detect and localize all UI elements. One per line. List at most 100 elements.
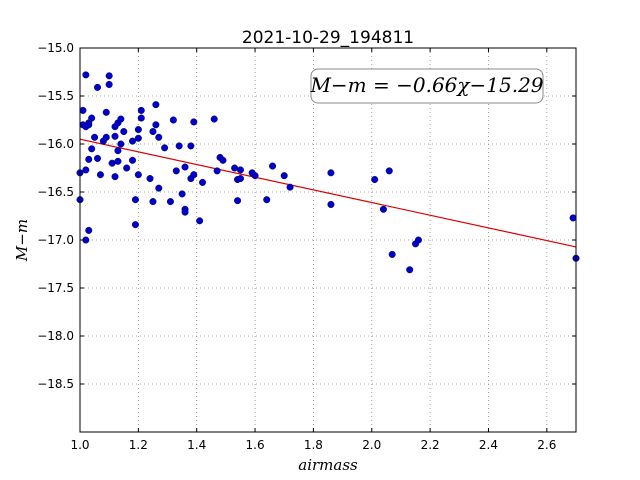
y-tick-label: −17.5 xyxy=(37,281,74,295)
x-tick-label: 1.8 xyxy=(304,438,323,452)
data-point xyxy=(155,184,163,192)
data-point xyxy=(175,142,183,150)
data-point xyxy=(234,197,242,205)
x-tick-label: 2.4 xyxy=(479,438,498,452)
data-point xyxy=(569,214,577,222)
data-point xyxy=(263,196,271,204)
data-point xyxy=(152,101,160,109)
data-point xyxy=(105,72,113,80)
data-point xyxy=(385,167,393,175)
equation-box-frame xyxy=(310,68,544,104)
x-tick-label: 1.6 xyxy=(246,438,265,452)
data-point xyxy=(146,175,154,183)
data-point xyxy=(196,217,204,225)
data-point xyxy=(120,128,128,136)
data-point xyxy=(85,121,93,129)
y-axis-label: M−m xyxy=(13,219,31,262)
data-point xyxy=(251,172,259,180)
data-point xyxy=(280,172,288,180)
data-point xyxy=(327,200,335,208)
data-points xyxy=(76,71,580,274)
y-tick-label: −15.0 xyxy=(37,41,74,55)
data-point xyxy=(105,80,113,88)
x-tick-label: 1.4 xyxy=(187,438,206,452)
data-point xyxy=(85,226,93,234)
fit-line-group xyxy=(79,138,577,248)
data-point xyxy=(152,121,160,129)
data-point xyxy=(155,133,163,141)
data-point xyxy=(82,166,90,174)
data-point xyxy=(236,175,244,183)
data-point xyxy=(213,167,221,175)
data-point xyxy=(111,132,119,140)
x-tick-label: 2.6 xyxy=(537,438,556,452)
data-point xyxy=(111,173,119,181)
y-tick-label: −16.5 xyxy=(37,185,74,199)
data-point xyxy=(96,171,104,179)
data-point xyxy=(137,106,145,114)
data-point xyxy=(161,144,169,152)
y-tick-label: −16.0 xyxy=(37,137,74,151)
data-point xyxy=(134,134,142,142)
data-point xyxy=(134,171,142,179)
data-point xyxy=(102,108,110,116)
data-point xyxy=(114,157,122,165)
data-point xyxy=(166,198,174,206)
data-point xyxy=(114,147,122,155)
data-point xyxy=(131,196,139,204)
fit-line xyxy=(79,138,577,248)
chart-title: 2021-10-29_194811 xyxy=(242,28,414,48)
data-point xyxy=(94,83,102,91)
x-tick-label: 1.2 xyxy=(129,438,148,452)
x-tick-label: 2.2 xyxy=(421,438,440,452)
data-point xyxy=(181,163,189,171)
data-point xyxy=(79,106,87,114)
data-point xyxy=(414,236,422,244)
x-tick-label: 2.0 xyxy=(362,438,381,452)
data-point xyxy=(236,166,244,174)
data-point xyxy=(406,266,414,274)
x-tick-label: 1.0 xyxy=(70,438,89,452)
data-point xyxy=(169,116,177,124)
data-point xyxy=(85,155,93,163)
data-point xyxy=(123,164,131,172)
data-point xyxy=(190,118,198,126)
data-point xyxy=(210,115,218,123)
data-point xyxy=(88,145,96,153)
data-point xyxy=(129,156,137,164)
data-point xyxy=(286,183,294,191)
data-point xyxy=(181,208,189,216)
data-point xyxy=(388,250,396,258)
data-point xyxy=(149,128,157,136)
data-point xyxy=(199,178,207,186)
fit-equation-box: M−m = −0.66χ−15.29 xyxy=(309,68,544,104)
data-point xyxy=(131,221,139,229)
data-point xyxy=(327,169,335,177)
data-point xyxy=(379,205,387,213)
data-point xyxy=(219,156,227,164)
data-point xyxy=(108,159,116,167)
data-point xyxy=(187,142,195,150)
data-point xyxy=(172,167,180,175)
data-point xyxy=(137,114,145,122)
data-point xyxy=(102,133,110,141)
data-point xyxy=(231,164,239,172)
data-point xyxy=(82,71,90,79)
data-point xyxy=(178,190,186,198)
data-point xyxy=(88,114,96,122)
y-tick-label: −17.0 xyxy=(37,233,74,247)
data-point xyxy=(371,176,379,184)
y-tick-label: −15.5 xyxy=(37,89,74,103)
data-point xyxy=(129,137,137,145)
y-tick-label: −18.5 xyxy=(37,377,74,391)
data-point xyxy=(91,133,99,141)
data-point xyxy=(117,140,125,148)
data-point xyxy=(134,126,142,134)
fit-equation: M−m = −0.66χ−15.29 xyxy=(309,73,543,97)
data-point xyxy=(94,154,102,162)
data-point xyxy=(149,198,157,206)
data-point xyxy=(190,171,198,179)
axis-ticks: 1.0 1.2 1.4 1.6 1.8 2.0 2.2 2.4 2.6 −15.0 −15.5 −16… xyxy=(37,41,576,452)
data-point xyxy=(117,115,125,123)
